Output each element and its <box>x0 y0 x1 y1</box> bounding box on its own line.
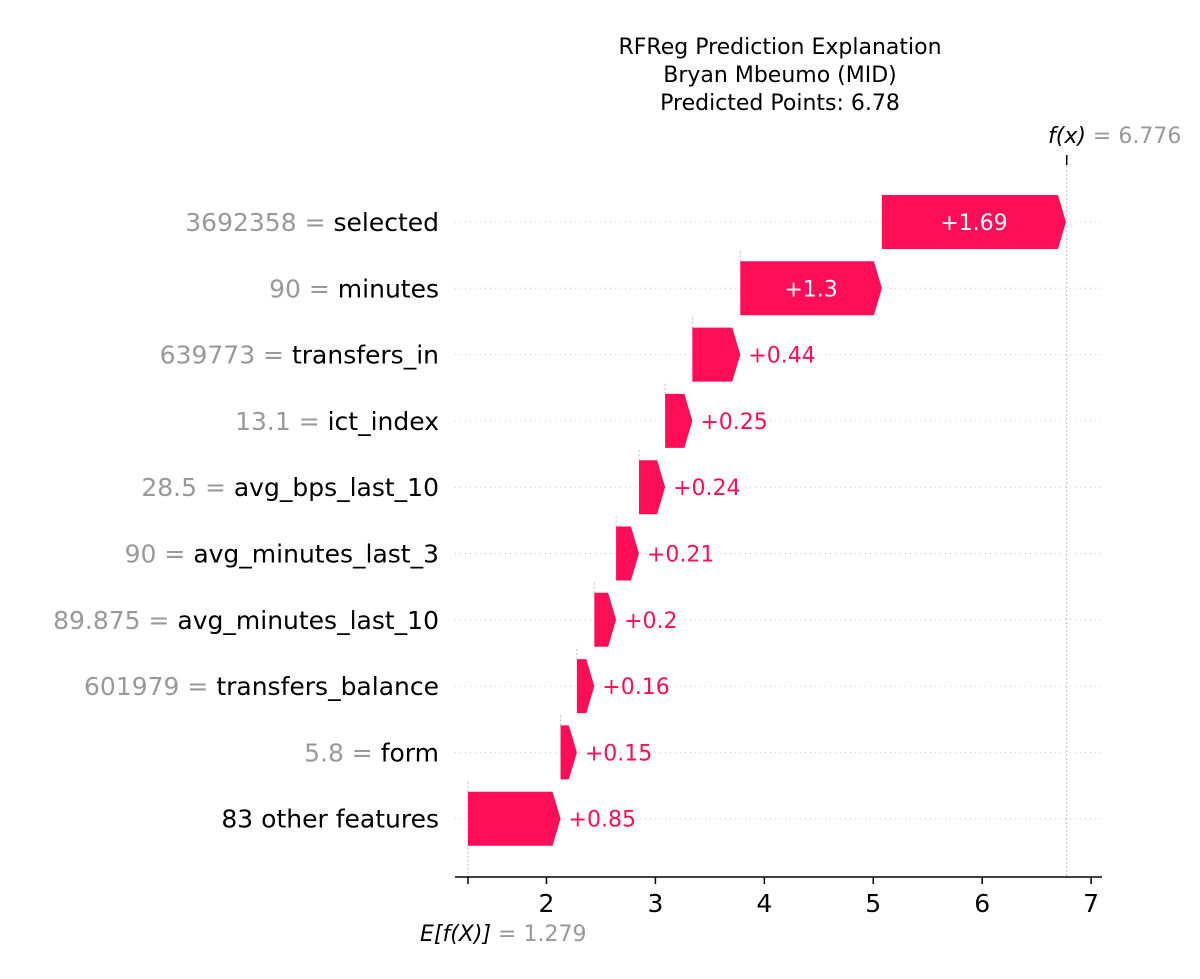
bar <box>560 725 577 780</box>
bar <box>467 791 561 846</box>
feature-name: avg_minutes_last_3 <box>193 540 439 569</box>
bar <box>692 327 741 382</box>
bar-value-label: +0.25 <box>700 410 767 435</box>
base-value-label: E[f(X)] = 1.279 <box>420 922 586 947</box>
output-value-number: = 6.776 <box>1086 124 1181 149</box>
feature-label: 89.875 = avg_minutes_last_10 <box>53 606 439 635</box>
title-line-2: Bryan Mbeumo (MID) <box>663 63 896 88</box>
bar-value-label: +0.2 <box>624 609 677 634</box>
feature-name: transfers_in <box>292 341 439 370</box>
base-value-symbol: E[f(X)] <box>420 922 491 947</box>
feature-name: selected <box>333 208 439 237</box>
x-tick-label: 7 <box>1083 889 1099 918</box>
feature-label: 639773 = transfers_in <box>160 341 439 370</box>
bar-value-label: +0.24 <box>673 476 740 501</box>
bar <box>576 659 595 714</box>
feature-label: 5.8 = form <box>304 738 439 767</box>
feature-value: 601979 = <box>84 672 216 701</box>
x-axis: 2 3 4 5 6 7 E[f(X)] = 1.279 f(x) = 6.776 <box>420 124 1181 947</box>
base-value-number: = 1.279 <box>491 922 586 947</box>
x-tick-label: 4 <box>756 889 772 918</box>
feature-name: avg_bps_last_10 <box>234 473 439 502</box>
x-tick-label: 2 <box>539 889 555 918</box>
feature-label: 13.1 = ict_index <box>235 407 439 436</box>
feature-name: transfers_balance <box>216 672 439 701</box>
feature-name: minutes <box>338 274 439 303</box>
output-value-symbol: f(x) <box>1048 124 1086 149</box>
x-tick-label: 3 <box>647 889 663 918</box>
feature-name: ict_index <box>328 407 439 436</box>
feature-label: 3692358 = selected <box>185 208 439 237</box>
feature-value: 13.1 = <box>235 407 328 436</box>
feature-label: 90 = minutes <box>269 274 439 303</box>
x-tick-label: 5 <box>865 889 881 918</box>
feature-name: 83 other features <box>221 805 439 834</box>
output-value-label: f(x) = 6.776 <box>1048 124 1181 149</box>
bar <box>638 460 666 515</box>
guide-lines <box>467 155 1068 877</box>
bars <box>467 195 1066 846</box>
feature-value: 5.8 = <box>304 738 381 767</box>
title-line-3: Predicted Points: 6.78 <box>660 91 900 116</box>
feature-value: 90 = <box>125 540 194 569</box>
bar-value-label: +0.85 <box>569 808 636 833</box>
bar-value-label: +0.21 <box>647 543 714 568</box>
bar-value-label: +0.15 <box>585 741 652 766</box>
bar-value-label: +0.16 <box>602 675 669 700</box>
feature-value: 28.5 = <box>141 473 234 502</box>
feature-value: 90 = <box>269 274 338 303</box>
bar-value-label: +1.3 <box>784 277 837 302</box>
chart-title: RFReg Prediction Explanation Bryan Mbeum… <box>618 35 941 116</box>
feature-name: avg_minutes_last_10 <box>177 606 439 635</box>
feature-labels: +1.69 3692358 = selected +1.3 90 = minutes +… <box>53 208 1008 834</box>
bar <box>665 393 693 448</box>
feature-label: 83 other features <box>221 805 439 834</box>
feature-value: 3692358 = <box>185 208 333 237</box>
feature-label: 28.5 = avg_bps_last_10 <box>141 473 439 502</box>
title-line-1: RFReg Prediction Explanation <box>618 35 941 60</box>
bar <box>740 261 882 316</box>
feature-value: 89.875 = <box>53 606 177 635</box>
feature-label: 601979 = transfers_balance <box>84 672 439 701</box>
bar <box>881 195 1066 249</box>
bar <box>594 592 617 647</box>
bar-value-label: +1.69 <box>940 211 1007 236</box>
bar-value-label: +0.44 <box>748 344 815 369</box>
feature-value: 639773 = <box>160 341 292 370</box>
feature-name: form <box>381 738 439 767</box>
x-tick-label: 6 <box>974 889 990 918</box>
feature-label: 90 = avg_minutes_last_3 <box>125 540 439 569</box>
bar <box>616 526 639 581</box>
